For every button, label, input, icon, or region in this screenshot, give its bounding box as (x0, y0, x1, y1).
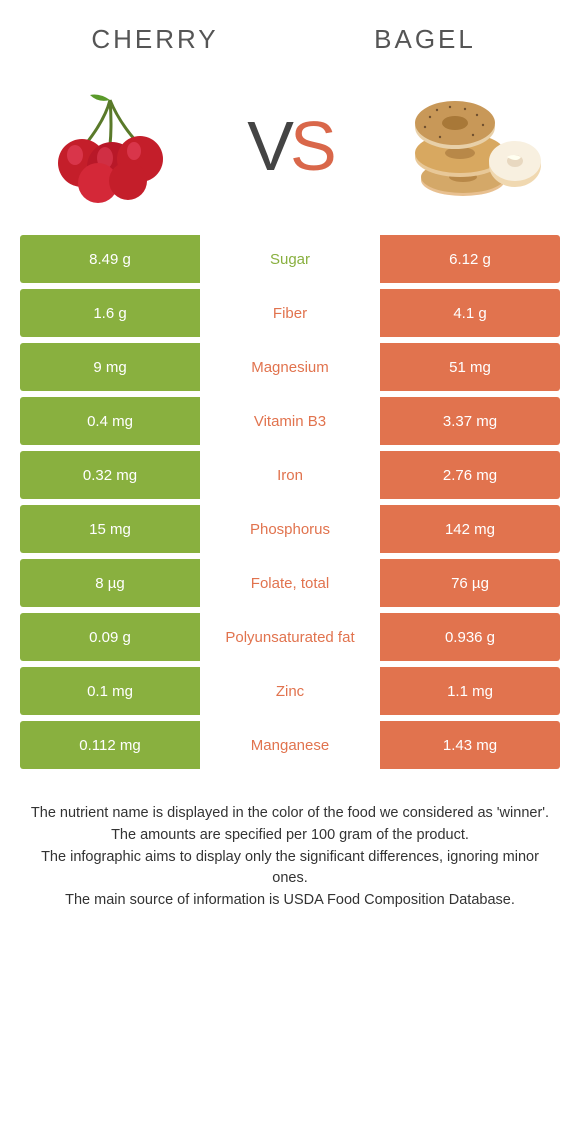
footer-line: The amounts are specified per 100 gram o… (28, 825, 552, 847)
vs-label: VS (247, 106, 332, 186)
vs-s: S (290, 106, 333, 186)
right-value: 76 µg (380, 559, 560, 607)
header-left: Cherry (20, 24, 290, 55)
right-value: 142 mg (380, 505, 560, 553)
footer-line: The infographic aims to display only the… (28, 847, 552, 891)
left-value: 0.09 g (20, 613, 200, 661)
footer-line: The nutrient name is displayed in the co… (28, 803, 552, 825)
header-row: Cherry Bagel (0, 0, 580, 65)
nutrient-name: Fiber (200, 289, 380, 337)
nutrient-name: Vitamin B3 (200, 397, 380, 445)
table-row: 8 µgFolate, total76 µg (20, 559, 560, 607)
left-value: 8.49 g (20, 235, 200, 283)
bagel-image (390, 80, 550, 210)
table-row: 0.4 mgVitamin B33.37 mg (20, 397, 560, 445)
nutrient-name: Magnesium (200, 343, 380, 391)
table-row: 0.1 mgZinc1.1 mg (20, 667, 560, 715)
footer-line: The main source of information is USDA F… (28, 890, 552, 912)
right-value: 3.37 mg (380, 397, 560, 445)
bagel-icon (395, 85, 545, 205)
table-row: 0.09 gPolyunsaturated fat0.936 g (20, 613, 560, 661)
nutrient-name: Manganese (200, 721, 380, 769)
left-value: 0.32 mg (20, 451, 200, 499)
right-value: 51 mg (380, 343, 560, 391)
right-value: 2.76 mg (380, 451, 560, 499)
left-value: 9 mg (20, 343, 200, 391)
right-value: 0.936 g (380, 613, 560, 661)
right-value: 4.1 g (380, 289, 560, 337)
nutrient-table: 8.49 gSugar6.12 g 1.6 gFiber4.1 g 9 mgMagn… (0, 235, 580, 769)
header-right: Bagel (290, 24, 560, 55)
table-row: 9 mgMagnesium51 mg (20, 343, 560, 391)
table-row: 0.112 mgManganese1.43 mg (20, 721, 560, 769)
nutrient-name: Sugar (200, 235, 380, 283)
cherry-image (30, 80, 190, 210)
left-value: 0.112 mg (20, 721, 200, 769)
left-value: 15 mg (20, 505, 200, 553)
footer-notes: The nutrient name is displayed in the co… (0, 775, 580, 912)
table-row: 0.32 mgIron2.76 mg (20, 451, 560, 499)
vs-v: V (247, 106, 290, 186)
images-row: VS (0, 65, 580, 235)
left-value: 1.6 g (20, 289, 200, 337)
right-value: 6.12 g (380, 235, 560, 283)
nutrient-name: Folate, total (200, 559, 380, 607)
nutrient-name: Phosphorus (200, 505, 380, 553)
table-row: 1.6 gFiber4.1 g (20, 289, 560, 337)
nutrient-name: Iron (200, 451, 380, 499)
nutrient-name: Zinc (200, 667, 380, 715)
left-value: 8 µg (20, 559, 200, 607)
cherry-icon (40, 85, 180, 205)
table-row: 8.49 gSugar6.12 g (20, 235, 560, 283)
left-value: 0.4 mg (20, 397, 200, 445)
nutrient-name: Polyunsaturated fat (200, 613, 380, 661)
right-value: 1.1 mg (380, 667, 560, 715)
right-value: 1.43 mg (380, 721, 560, 769)
table-row: 15 mgPhosphorus142 mg (20, 505, 560, 553)
left-value: 0.1 mg (20, 667, 200, 715)
